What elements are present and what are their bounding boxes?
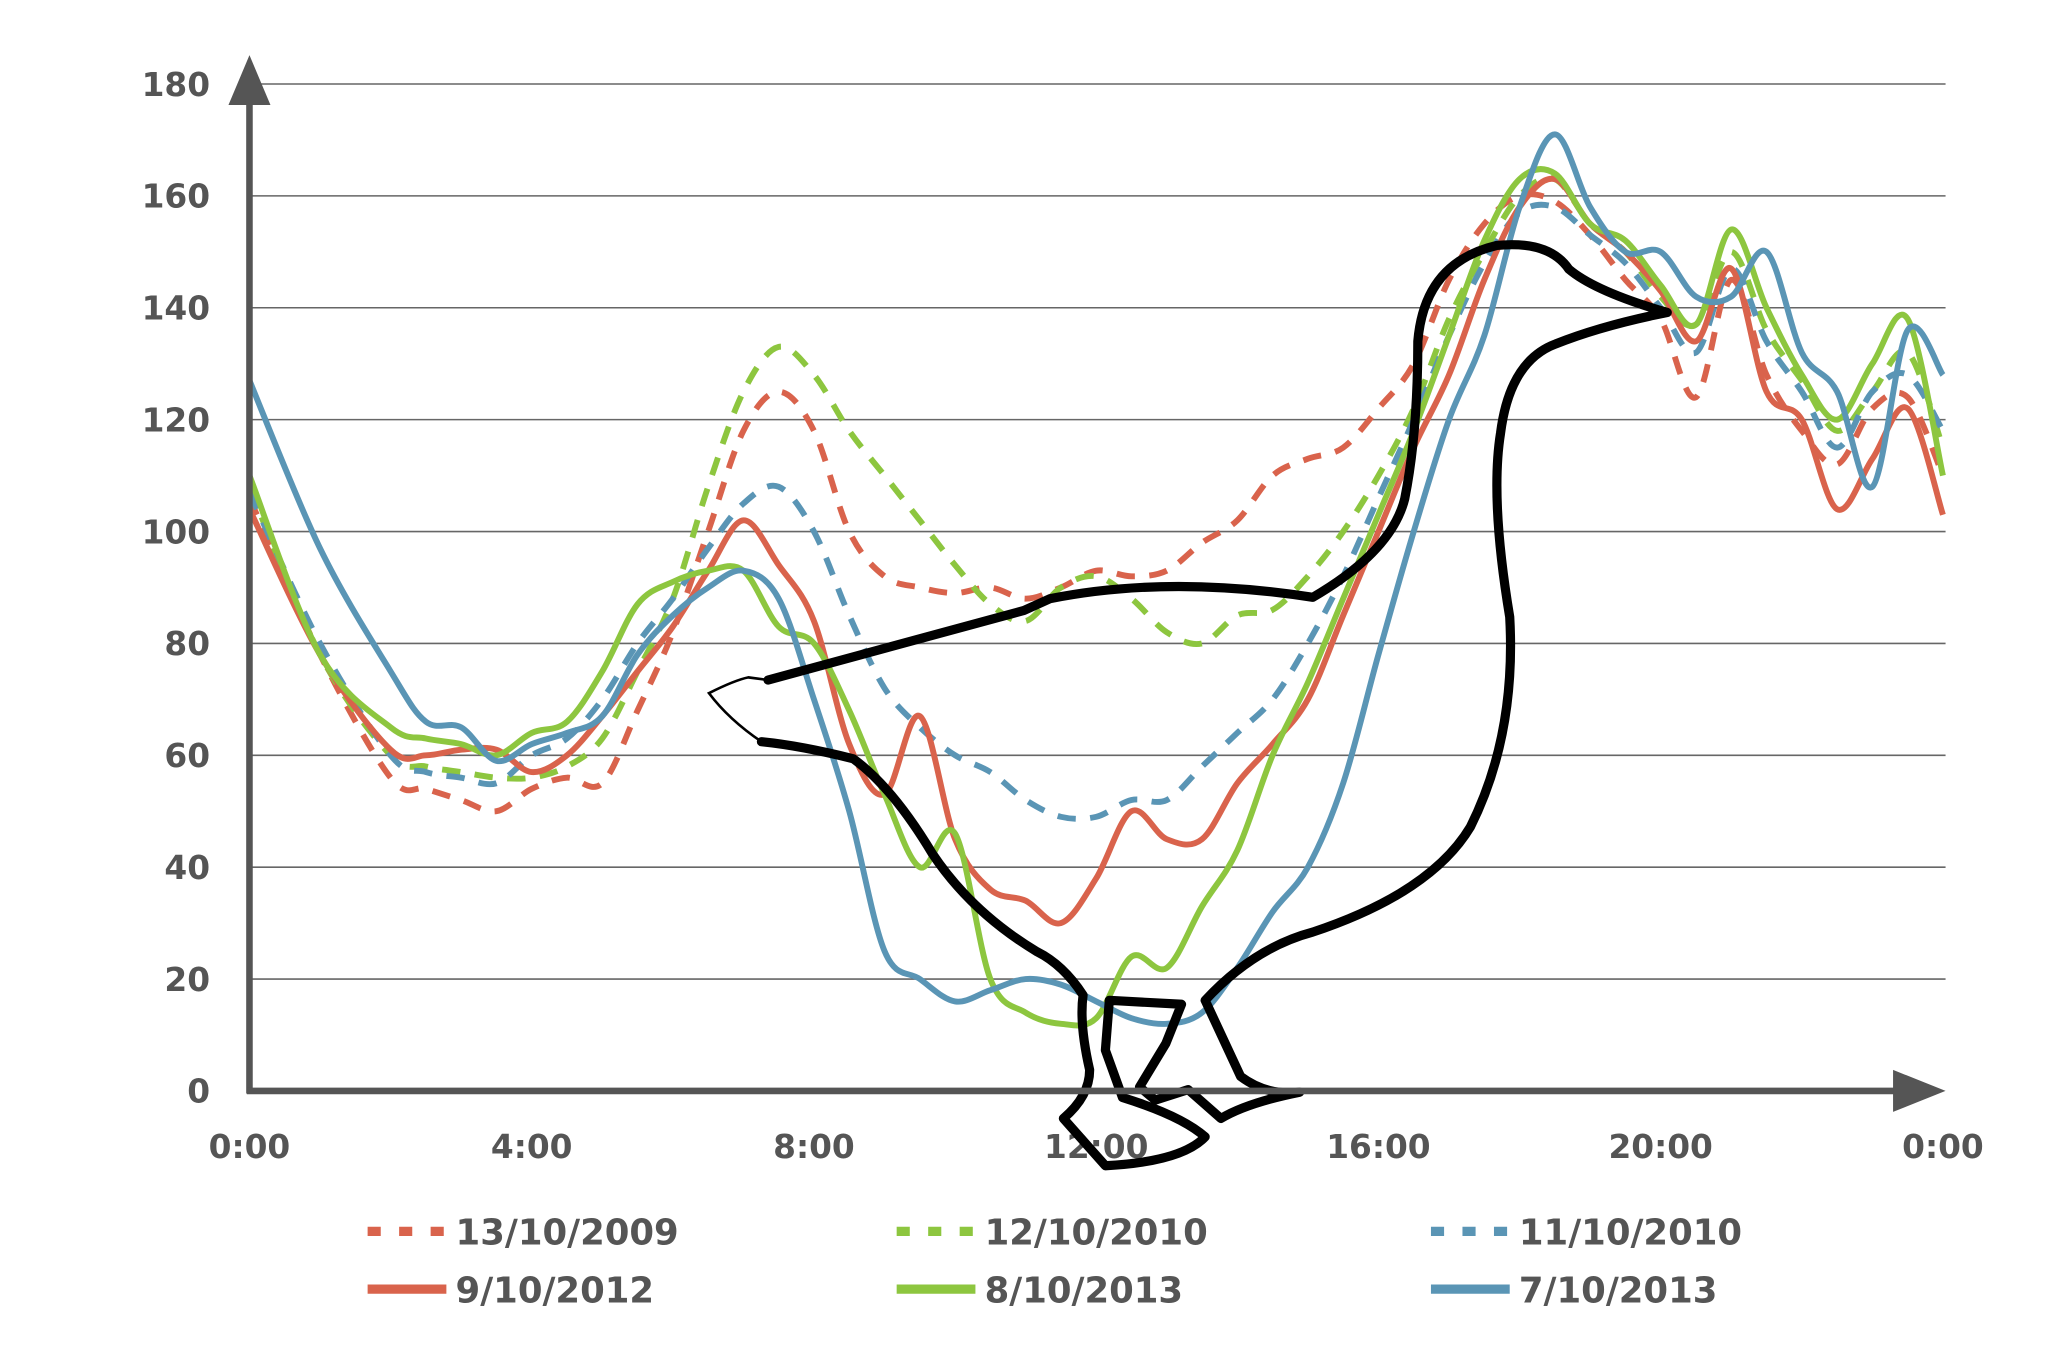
legend-label: 13/10/2009 [456,1213,679,1254]
legend-item: 11/10/2010 [1430,1213,1742,1254]
y-tick-label: 0 [187,1073,210,1111]
legend-label: 11/10/2010 [1519,1213,1742,1254]
y-tick-label: 160 [142,178,210,216]
y-axis-tick-labels: 0 20 40 60 80 100 120 140 160 180 [142,66,210,1111]
axes [228,55,1946,1112]
x-tick-label: 16:00 [1326,1128,1430,1166]
y-tick-label: 80 [164,625,210,663]
series-lines [246,131,1946,1029]
gridlines [249,83,1946,980]
legend-item: 13/10/2009 [367,1213,679,1254]
legend-label: 9/10/2012 [456,1270,655,1311]
x-tick-label: 0:00 [1902,1128,1984,1166]
x-tick-label: 8:00 [773,1128,855,1166]
x-tick-label: 20:00 [1608,1128,1712,1166]
legend-item: 8/10/2013 [896,1270,1184,1311]
x-axis-arrow-icon [1893,1069,1946,1112]
legend-item: 12/10/2010 [896,1213,1208,1254]
y-tick-label: 120 [142,401,210,439]
y-tick-label: 180 [142,66,210,104]
y-tick-label: 60 [164,737,210,775]
y-axis-arrow-icon [228,55,271,106]
legend-item: 7/10/2013 [1430,1270,1718,1311]
series-line-11-10-2010 [246,201,1946,822]
series-line-8-10-2013 [246,166,1946,1029]
goose-body-outline [756,240,1672,1171]
legend: 13/10/2009 12/10/2010 11/10/2010 9/10/2012 8… [367,1213,1742,1311]
x-tick-label: 0:00 [209,1128,291,1166]
legend-item: 9/10/2012 [367,1270,655,1311]
goose-outline-drawing [706,240,1672,1171]
y-tick-label: 40 [164,849,210,887]
legend-label: 8/10/2013 [985,1270,1184,1311]
x-axis-tick-labels: 0:00 4:00 8:00 12:00 16:00 20:00 0:00 [209,1128,1984,1166]
legend-label: 7/10/2013 [1519,1270,1718,1311]
series-line-7-10-2013 [246,131,1946,1027]
y-tick-label: 140 [142,290,210,328]
legend-label: 12/10/2010 [985,1213,1208,1254]
series-line-12-10-2010 [246,175,1946,782]
x-tick-label: 4:00 [491,1128,573,1166]
y-tick-label: 100 [142,513,210,551]
goose-beak-outline [706,676,769,743]
series-line-13-10-2009 [246,191,1946,815]
y-tick-label: 20 [164,961,210,999]
